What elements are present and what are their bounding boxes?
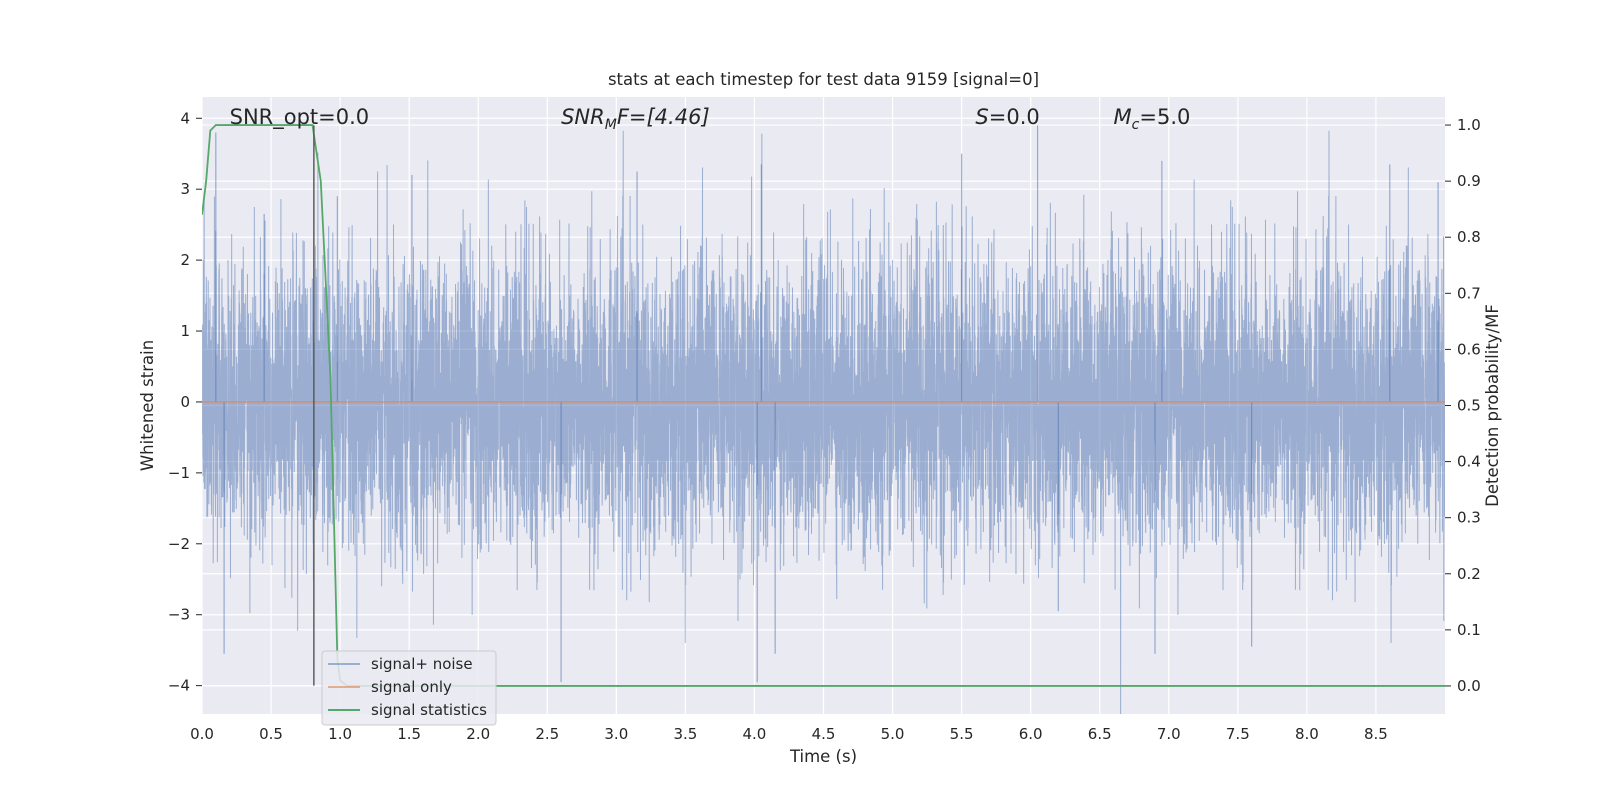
x-tick-label: 1.5 [397, 725, 421, 743]
annotation-mc-main: M [1114, 105, 1132, 129]
y-right-tick-label: 0.2 [1457, 565, 1481, 583]
y-tick-label: 2 [180, 251, 190, 269]
legend: signal+ noise signal only signal statist… [321, 650, 497, 726]
y-right-tick-label: 0.7 [1457, 284, 1481, 302]
y-axis-label: Whitened strain [138, 340, 157, 471]
annotation-snr-mf-after: F=[4.46] [617, 105, 710, 129]
x-tick-label: 7.0 [1157, 725, 1181, 743]
annotations: SNR_opt=0.0 SNRMF=[4.46] S=0.0 Mc=5.0 [230, 105, 1191, 133]
y-tick-label: 3 [180, 180, 190, 198]
x-tick-label: 4.0 [743, 725, 767, 743]
y-right-tick-label: 0.4 [1457, 453, 1481, 471]
x-tick-label: 3.0 [604, 725, 628, 743]
y-tick-label: −4 [168, 677, 190, 695]
y-right-tick-label: 0.0 [1457, 677, 1481, 695]
annotation-mc: Mc=5.0 [1114, 105, 1191, 133]
annotation-snr-mf-sub: M [605, 117, 617, 133]
y-right-tick-label: 0.5 [1457, 397, 1481, 415]
x-axis-label: Time (s) [789, 747, 857, 766]
y-tick-label: −1 [168, 464, 190, 482]
legend-box [321, 650, 497, 726]
annotation-mc-after: =5.0 [1139, 105, 1190, 129]
x-tick-label: 6.0 [1019, 725, 1043, 743]
x-tick-label: 5.5 [950, 725, 974, 743]
annotation-mc-sub: c [1132, 117, 1140, 133]
annotation-s-after: =0.0 [989, 105, 1040, 129]
y-right-tick-label: 0.6 [1457, 340, 1481, 358]
x-tick-label: 6.5 [1088, 725, 1112, 743]
y-right-tick-label: 0.1 [1457, 621, 1481, 639]
y-tick-label: 4 [180, 109, 190, 127]
annotation-snr-mf-main: SNR [561, 105, 605, 129]
legend-label-signal-statistics: signal statistics [371, 701, 487, 719]
x-tick-label: 4.5 [812, 725, 836, 743]
x-tick-label: 3.5 [673, 725, 697, 743]
y-axis-right-label: Detection probability/MF [1483, 304, 1502, 507]
x-tick-label: 1.0 [328, 725, 352, 743]
noise-peaks [215, 125, 1439, 683]
y-right-tick-label: 1.0 [1457, 116, 1481, 134]
series-line-signal-noise [202, 130, 1445, 714]
y-tick-label: −2 [168, 535, 190, 553]
x-tick-label: 8.5 [1364, 725, 1388, 743]
ticks: 0.0 0.5 1.0 1.5 2.0 2.5 3.0 3.5 4.0 4.5 5.0 5.5 6.0 6… [168, 109, 1481, 743]
y-tick-label: 1 [180, 322, 190, 340]
legend-label-signal-only: signal only [371, 678, 452, 696]
annotation-snr-opt: SNR_opt=0.0 [230, 105, 370, 130]
x-tick-label: 0.5 [259, 725, 283, 743]
y-right-tick-label: 0.3 [1457, 509, 1481, 527]
x-tick-label: 8.0 [1295, 725, 1319, 743]
annotation-snr-mf: SNRMF=[4.46] [561, 105, 710, 133]
y-right-tick-label: 0.8 [1457, 228, 1481, 246]
annotation-s-main: S [975, 105, 988, 129]
legend-label-signal-noise: signal+ noise [371, 655, 473, 673]
x-tick-label: 2.5 [535, 725, 559, 743]
x-tick-label: 2.0 [466, 725, 490, 743]
chart-title: stats at each timestep for test data 915… [608, 70, 1039, 89]
annotation-s: S=0.0 [975, 105, 1039, 129]
x-tick-label: 0.0 [190, 725, 214, 743]
y-tick-label: 0 [180, 393, 190, 411]
x-tick-label: 7.5 [1226, 725, 1250, 743]
y-right-tick-label: 0.9 [1457, 172, 1481, 190]
x-tick-label: 5.0 [881, 725, 905, 743]
y-tick-label: −3 [168, 606, 190, 624]
